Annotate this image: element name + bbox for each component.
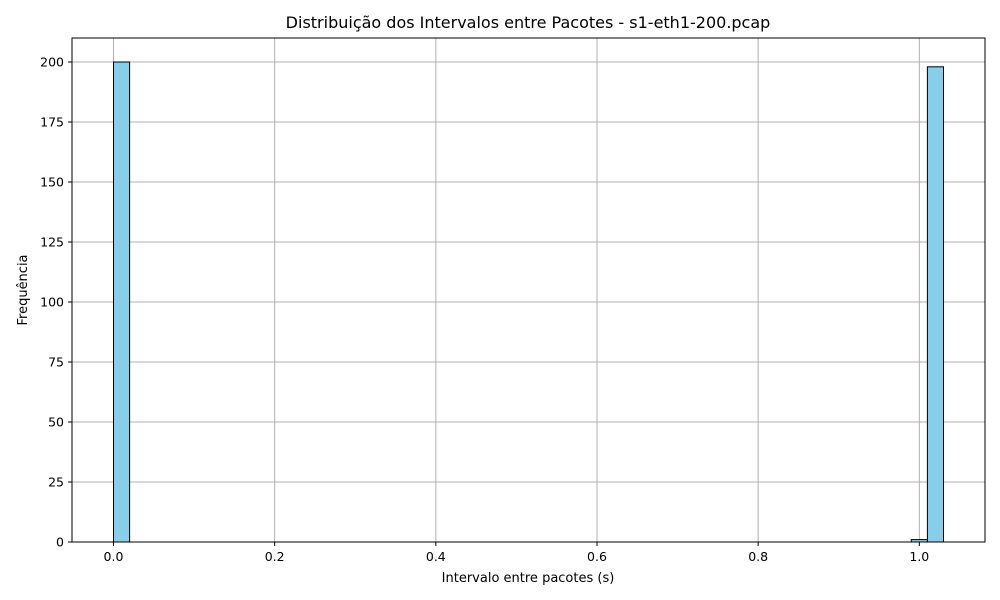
x-axis-ticks: 0.0 0.2 0.4 0.6 0.8 1.0 (104, 542, 929, 564)
y-tick-label: 25 (48, 475, 64, 490)
y-tick-label: 75 (48, 355, 64, 370)
plot-area-frame (71, 37, 986, 543)
y-tick-label: 50 (48, 415, 64, 430)
x-tick-label: 0.4 (426, 549, 446, 564)
y-tick-label: 0 (56, 535, 64, 550)
y-tick-label: 100 (40, 295, 64, 310)
y-tick-label: 125 (40, 235, 64, 250)
histogram-bars (113, 61, 944, 543)
x-axis-label: Intervalo entre pacotes (s) (442, 571, 615, 586)
y-tick-label: 175 (40, 115, 64, 130)
y-axis-label: Frequência (16, 254, 31, 325)
grid-lines (72, 38, 985, 543)
histogram-bar (113, 61, 131, 543)
chart-title: Distribuição dos Intervalos entre Pacote… (286, 13, 771, 32)
histogram-bar (926, 66, 944, 543)
x-tick-label: 0.0 (104, 549, 124, 564)
x-tick-label: 1.0 (909, 549, 929, 564)
x-tick-label: 0.6 (587, 549, 607, 564)
y-axis-ticks: 0 25 50 75 100 125 150 175 200 (40, 55, 72, 550)
y-tick-label: 200 (40, 55, 64, 70)
y-tick-label: 150 (40, 175, 64, 190)
x-tick-label: 0.2 (265, 549, 285, 564)
x-tick-label: 0.8 (748, 549, 768, 564)
